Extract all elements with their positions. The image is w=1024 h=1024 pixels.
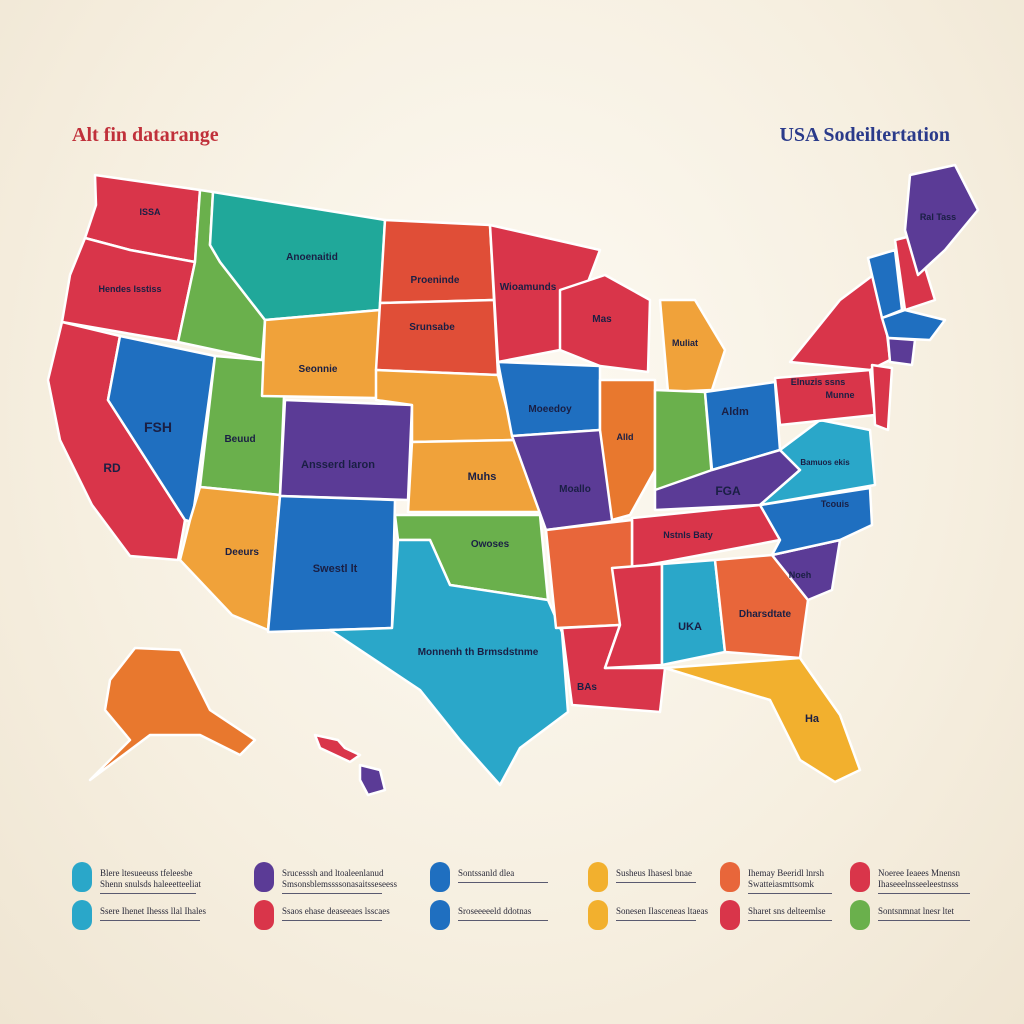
label-north-carolina: Tcouis bbox=[821, 499, 849, 509]
state-colorado[interactable] bbox=[278, 398, 414, 502]
legend-label: Ssaos ehase deaseeaes lsscaes bbox=[282, 906, 390, 916]
label-wisconsin: Mas bbox=[592, 314, 612, 325]
legend-pin bbox=[850, 862, 870, 892]
state-michigan[interactable] bbox=[658, 298, 727, 394]
legend-label: Ihemay Beeridl lnrsh bbox=[748, 868, 824, 878]
legend-pin bbox=[254, 900, 274, 930]
state-north-dakota[interactable] bbox=[378, 218, 496, 305]
legend-item: Noeree Ieaees Mnensn Ihaseeelnsseeleestns… bbox=[850, 862, 970, 894]
state-connecticut[interactable] bbox=[886, 336, 917, 367]
state-arizona[interactable] bbox=[178, 485, 282, 632]
legend-label: Ssere Ihenet Ihesss llal Ihales bbox=[100, 906, 206, 916]
label-south-carolina: Noeh bbox=[789, 570, 812, 580]
map-title-left: Alt fin datarange bbox=[72, 124, 219, 146]
label-illinois: Alld bbox=[617, 432, 634, 442]
label-south-dakota: Srunsabe bbox=[409, 322, 455, 333]
state-wyoming[interactable] bbox=[260, 308, 382, 400]
label-kentucky: FGA bbox=[715, 484, 741, 498]
legend-item: Ssaos ehase deaseeaes lsscaes bbox=[254, 900, 390, 930]
legend-pin bbox=[430, 900, 450, 930]
label-texas: Monnenh th Brmsdstnme bbox=[418, 647, 539, 658]
state-hawaii-island[interactable] bbox=[358, 763, 387, 797]
state-hawaii[interactable] bbox=[313, 733, 362, 764]
label-minnesota: Wioamunds bbox=[500, 282, 557, 293]
legend-pin bbox=[588, 900, 608, 930]
legend-pin bbox=[720, 862, 740, 892]
state-iowa[interactable] bbox=[496, 360, 602, 438]
label-new-mexico: Swestl lt bbox=[313, 563, 358, 575]
state-texas[interactable] bbox=[328, 538, 570, 787]
map-title-right: USA Sodeiltertation bbox=[779, 124, 950, 146]
label-oregon: Hendes Isstiss bbox=[98, 284, 161, 294]
label-nevada: FSH bbox=[144, 419, 172, 435]
legend-pin bbox=[72, 862, 92, 892]
state-labels: ISSA Hendes Isstiss Anoenaitid Proeninde… bbox=[98, 207, 956, 725]
label-montana: Anoenaitid bbox=[286, 252, 338, 263]
state-illinois[interactable] bbox=[598, 378, 657, 522]
state-south-dakota[interactable] bbox=[374, 298, 500, 377]
legend-pin bbox=[72, 900, 92, 930]
label-tennessee: Nstnls Baty bbox=[663, 530, 713, 540]
label-arizona: Deeurs bbox=[225, 547, 259, 558]
legend-item: Sroseeeeeld ddotnas bbox=[430, 900, 548, 930]
legend-pin bbox=[850, 900, 870, 930]
state-wisconsin[interactable] bbox=[558, 273, 652, 374]
state-maine[interactable] bbox=[903, 163, 980, 277]
legend-item: Sharet sns delteemlse bbox=[720, 900, 832, 930]
legend-label: Sontsnmnat lnesr ltet bbox=[878, 906, 954, 916]
legend-item: Blere ltesueeuss tfeleesbe Shenn snulsds … bbox=[72, 862, 201, 894]
label-oklahoma: Owoses bbox=[471, 539, 510, 550]
label-virginia: Bamuos ekis bbox=[800, 458, 850, 467]
legend-label: Susheus Ihasesl bnae bbox=[616, 868, 692, 878]
legend-item: Sontsnmnat lnesr ltet bbox=[850, 900, 970, 930]
legend-item: Ihemay Beeridl lnrsh Swatteiasmttsomk bbox=[720, 862, 832, 894]
legend-label: Sontssanld dlea bbox=[458, 868, 515, 878]
state-georgia[interactable] bbox=[713, 553, 810, 660]
label-louisiana: BAs bbox=[577, 682, 597, 693]
legend-label: Srucesssh and ltoaleenlanud bbox=[282, 868, 384, 878]
label-florida: Ha bbox=[805, 713, 820, 725]
state-alaska[interactable] bbox=[88, 646, 257, 782]
legend-item: Susheus Ihasesl bnae bbox=[588, 862, 696, 892]
legend-pin bbox=[720, 900, 740, 930]
state-massachusetts[interactable] bbox=[880, 308, 947, 342]
legend-label: Swatteiasmttsomk bbox=[748, 879, 814, 889]
label-new-york: Elnuzis ssns bbox=[791, 377, 846, 387]
state-mississippi[interactable] bbox=[603, 562, 664, 670]
state-north-carolina[interactable] bbox=[758, 486, 874, 557]
legend-label: Ihaseeelnsseeleestnsss bbox=[878, 879, 959, 889]
label-kansas: Muhs bbox=[468, 471, 497, 483]
legend-item: Sontssanld dlea bbox=[430, 862, 548, 892]
legend-pin bbox=[430, 862, 450, 892]
legend-label: Noeree Ieaees Mnensn bbox=[878, 868, 960, 878]
legend-label: Shenn snulsds haleeetteeliat bbox=[100, 879, 201, 889]
label-pennsylvania: Munne bbox=[826, 390, 855, 400]
legend-pin bbox=[588, 862, 608, 892]
label-georgia: Dharsdtate bbox=[739, 609, 792, 620]
label-california: RD bbox=[103, 461, 121, 475]
label-iowa: Moeedoy bbox=[528, 404, 572, 415]
label-utah: Beuud bbox=[224, 434, 255, 445]
legend-label: Sharet sns delteemlse bbox=[748, 906, 826, 916]
label-north-dakota: Proeninde bbox=[411, 275, 460, 286]
legend-item: Ssere Ihenet Ihesss llal Ihales bbox=[72, 900, 206, 930]
state-new-jersey[interactable] bbox=[870, 363, 894, 432]
legend-item: Sonesen Ilasceneas ltaeas bbox=[588, 900, 708, 930]
state-florida[interactable] bbox=[663, 656, 862, 784]
legend-pin bbox=[254, 862, 274, 892]
legend-label: Sonesen Ilasceneas ltaeas bbox=[616, 906, 708, 916]
legend-item: Srucesssh and ltoaleenlanud Smsonsblemsss… bbox=[254, 862, 397, 894]
label-michigan: Muliat bbox=[672, 338, 698, 348]
label-washington: ISSA bbox=[139, 207, 161, 217]
label-ohio: Aldm bbox=[721, 406, 749, 418]
label-maine: Ral Tass bbox=[920, 212, 956, 222]
legend-label: Sroseeeeeld ddotnas bbox=[458, 906, 532, 916]
label-colorado: Ansserd laron bbox=[301, 459, 375, 471]
legend-label: Blere ltesueeuss tfeleesbe bbox=[100, 868, 193, 878]
label-alabama: UKA bbox=[678, 621, 702, 633]
legend-label: Smsonsblemssssonasaitsseseess bbox=[282, 879, 398, 889]
label-missouri: Moallo bbox=[559, 484, 591, 495]
label-wyoming: Seonnie bbox=[299, 364, 338, 375]
